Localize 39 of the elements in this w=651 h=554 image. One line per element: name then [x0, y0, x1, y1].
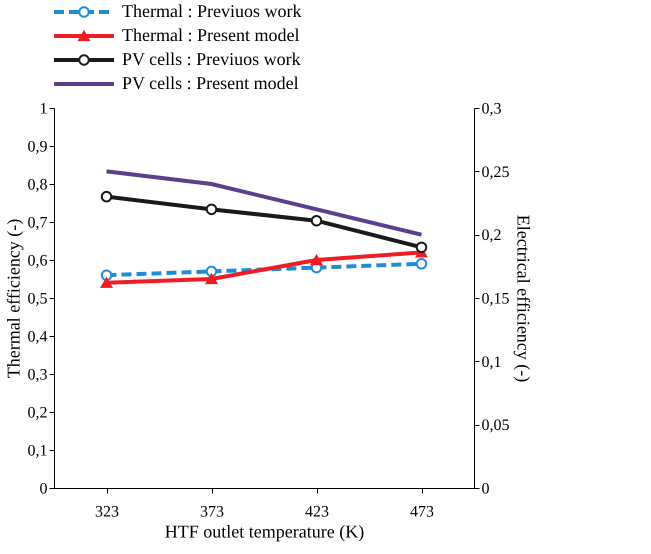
y-tick-label: 0,5	[28, 290, 48, 308]
x-axis-title: HTF outlet temperature (K)	[164, 522, 364, 542]
point	[310, 254, 322, 266]
x-tick-label: 473	[410, 504, 434, 520]
point	[416, 242, 428, 254]
y-tick-label: 0,6	[28, 252, 48, 270]
y2-axis-title: Electrical efficiency (-)	[514, 214, 534, 382]
y2-tick-label: 0,2	[482, 227, 502, 244]
point	[310, 215, 322, 226]
y-tick-label: 0,9	[28, 138, 48, 156]
x-tick-label: 373	[200, 504, 224, 520]
legend-label: Thermal : Present model	[122, 25, 300, 45]
y-axis-title: Thermal efficiency (-)	[4, 218, 24, 378]
point	[206, 204, 218, 216]
y-tick-label: 0	[40, 480, 48, 498]
y-tick-label: 0,1	[28, 442, 48, 460]
y-tick-label: 0,3	[28, 366, 48, 384]
point	[206, 274, 218, 284]
point	[100, 278, 112, 288]
y-tick-label: 0,4	[28, 328, 48, 346]
y2-tick-label: 0,25	[482, 164, 510, 181]
x-tick-label: 323	[95, 504, 119, 520]
legend-label: PV cells : Previuos work	[122, 49, 301, 69]
y2-tick-label: 0,3	[482, 100, 502, 118]
x-tick-label: 423	[305, 504, 329, 520]
point	[416, 258, 428, 270]
y-tick-label: 1	[40, 100, 48, 118]
y-tick-label: 0,8	[28, 176, 48, 194]
y2-tick-label: 0,15	[482, 290, 510, 308]
y-tick-label: 0,2	[28, 404, 48, 422]
legend-label: PV cells : Present model	[122, 73, 299, 93]
line-series	[104, 169, 424, 237]
point	[206, 266, 218, 278]
y-tick-label: 0,7	[28, 214, 48, 232]
y2-tick-label: 0	[482, 480, 490, 498]
y2-tick-label: 0,1	[482, 354, 502, 371]
point	[100, 190, 112, 202]
legend-label: Thermal : Previuos work	[122, 1, 302, 21]
y2-tick-label: 0,05	[482, 417, 510, 434]
